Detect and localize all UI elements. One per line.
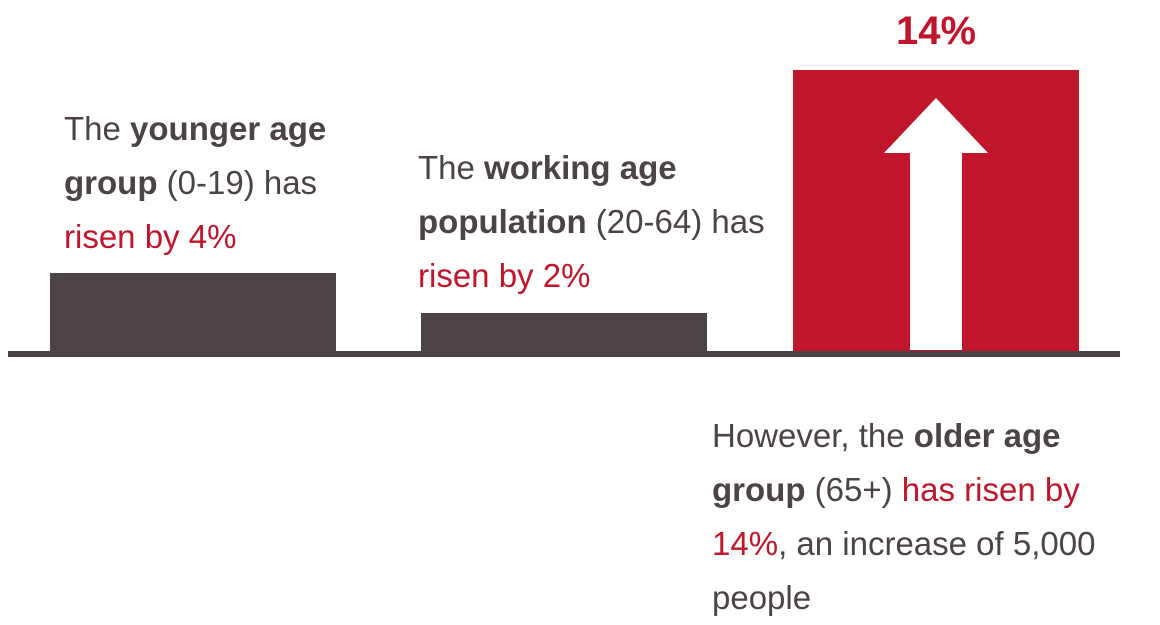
caption-younger-highlight: risen by 4%	[64, 218, 237, 255]
bar-value-label-65-plus: 14%	[896, 9, 976, 53]
bar-20-64	[421, 313, 707, 354]
caption-working-age-population: The working age population (20-64) has r…	[418, 141, 778, 303]
caption-working-pre: The	[418, 149, 485, 186]
caption-working-mid: (20-64) has	[586, 203, 765, 240]
caption-older-age-group: However, the older age group (65+) has r…	[712, 409, 1160, 625]
bar-0-19	[50, 273, 336, 354]
caption-older-pre: However, the	[712, 417, 914, 454]
arrow-layer	[884, 98, 988, 350]
up-arrow-icon	[884, 98, 988, 350]
caption-younger-mid: (0-19) has	[157, 164, 318, 201]
caption-working-bold: working age population	[418, 149, 677, 240]
caption-older-highlight: has risen by 14%	[712, 471, 1080, 562]
caption-older-bold: older age group	[712, 417, 1061, 508]
caption-younger-pre: The	[64, 110, 131, 147]
caption-younger-bold: younger age group	[64, 110, 327, 201]
caption-older-post: , an increase of 5,000 people	[712, 525, 1096, 616]
caption-working-highlight: risen by 2%	[418, 257, 591, 294]
caption-younger-age-group: The younger age group (0-19) has risen b…	[64, 102, 384, 264]
caption-older-mid: (65+)	[805, 471, 902, 508]
